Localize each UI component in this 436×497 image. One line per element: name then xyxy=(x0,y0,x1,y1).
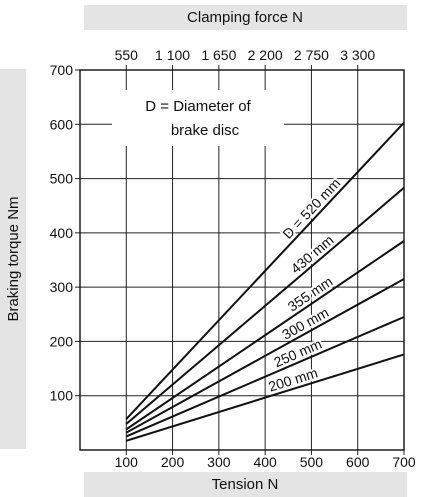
y-tick-label: 600 xyxy=(50,116,74,132)
series-lines xyxy=(125,121,405,442)
bottom-axis-band xyxy=(84,472,407,497)
series-line xyxy=(125,316,405,438)
y-tick-label: 200 xyxy=(50,333,74,349)
y-tick-label: 300 xyxy=(50,279,74,295)
y-tick-label: 500 xyxy=(50,171,74,187)
series-line xyxy=(125,121,405,420)
annotation-line-1: D = Diameter of xyxy=(145,98,251,115)
series-line xyxy=(125,278,405,434)
bottom-axis-title: Tension N xyxy=(212,476,279,493)
x-tick-label: 100 xyxy=(115,454,139,470)
plot-frame xyxy=(79,69,405,451)
top-tick-label: 2 200 xyxy=(248,47,283,63)
top-tick-label: 3 300 xyxy=(340,47,375,63)
top-tick-label: 1 100 xyxy=(155,47,190,63)
y-tick-label: 400 xyxy=(50,225,74,241)
x-tick-label: 400 xyxy=(253,454,277,470)
x-tick-label: 600 xyxy=(346,454,370,470)
top-axis-title: Clamping force N xyxy=(187,9,303,26)
top-tick-label: 550 xyxy=(115,47,139,63)
left-axis-band xyxy=(0,69,26,449)
series-line xyxy=(125,240,405,431)
y-axis-title: Braking torque Nm xyxy=(5,196,22,321)
annotation-box xyxy=(112,90,284,146)
x-tick-label: 300 xyxy=(207,454,231,470)
series-line xyxy=(125,187,405,425)
series-line xyxy=(125,353,405,442)
y-tick-label: 100 xyxy=(50,388,74,404)
annotation-line-2: brake disc xyxy=(171,122,240,139)
x-tick-label: 500 xyxy=(300,454,324,470)
x-tick-label: 700 xyxy=(392,454,416,470)
y-tick-label: 700 xyxy=(50,62,74,78)
top-tick-label: 1 650 xyxy=(201,47,236,63)
tick-labels: 100 200 300 400 500 600 700 100 200 300 400 500 600 7… xyxy=(50,47,416,470)
top-axis-band xyxy=(84,5,407,30)
x-tick-label: 200 xyxy=(161,454,185,470)
top-tick-label: 2 750 xyxy=(294,47,329,63)
series-label-group: 250 mm xyxy=(269,334,326,373)
series-label: 250 mm xyxy=(271,336,324,371)
